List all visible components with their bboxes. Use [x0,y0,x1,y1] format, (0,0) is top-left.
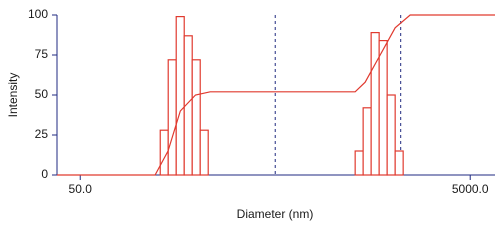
bar [354,150,364,176]
bar [394,150,404,176]
chart: Intensity Diameter (nm) 0 25 50 75 100 50.0 50… [6,7,495,221]
bar [167,59,177,176]
bar [378,39,388,176]
x-tick-label: 50.0 [69,182,93,196]
x-axis-label: Diameter (nm) [237,207,314,221]
bar [370,31,380,176]
y-tick-label: 0 [41,167,48,181]
y-tick-label: 50 [35,87,49,101]
cumulative-line [57,14,495,176]
x-tick-label: 5000.0 [452,182,489,196]
y-tick-label: 75 [35,47,49,61]
bar [362,107,372,176]
bar [199,129,209,176]
y-axis-label: Intensity [6,73,20,118]
bar [191,59,201,176]
bar [175,16,185,176]
y-tick-label: 25 [35,127,49,141]
bar [386,94,396,176]
y-tick-label: 100 [28,7,48,21]
